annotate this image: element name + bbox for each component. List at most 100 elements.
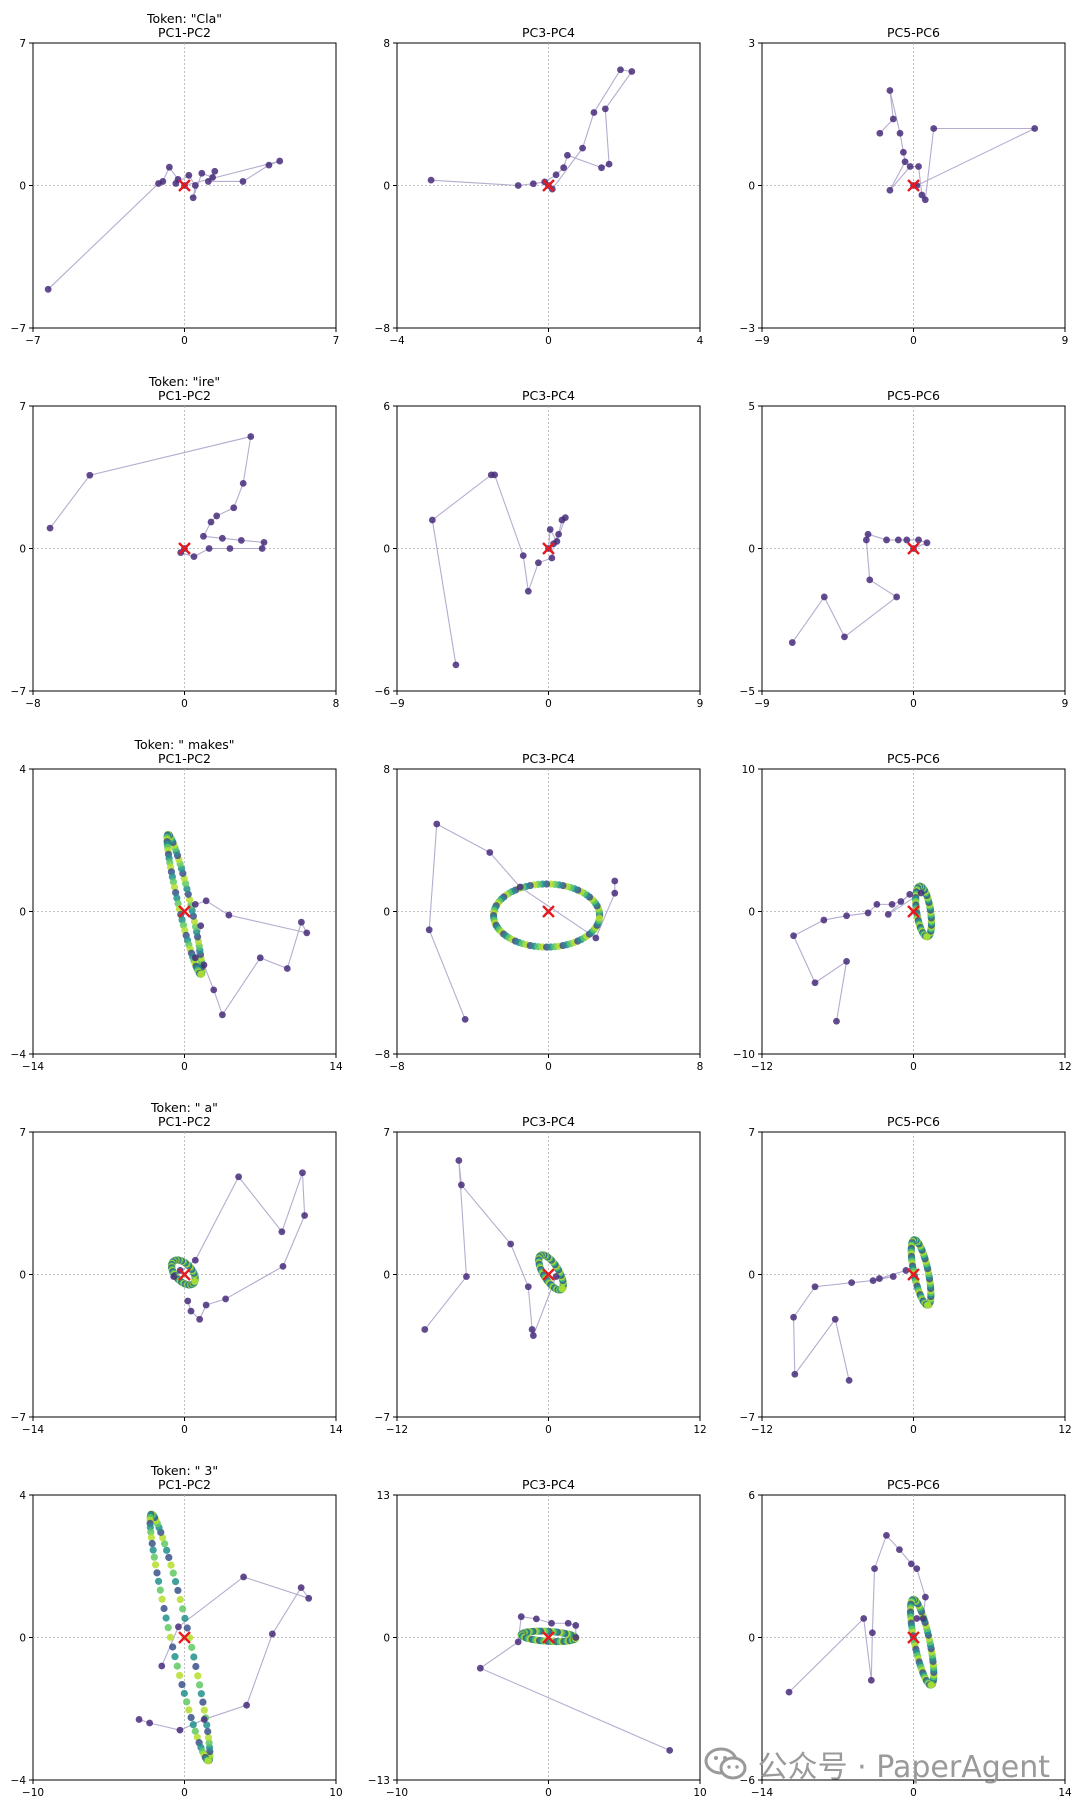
data-point: [888, 900, 896, 908]
data-point: [218, 534, 226, 542]
subplot-title: PC3-PC4: [522, 388, 575, 403]
data-point: [869, 1277, 877, 1285]
y-tick-label: 0: [383, 544, 390, 556]
subplot-title: PC5-PC6: [887, 751, 940, 766]
x-tick-label: 10: [693, 1787, 706, 1799]
loop-point: [171, 1578, 180, 1586]
data-point: [461, 1015, 469, 1023]
data-point: [901, 158, 909, 166]
data-point: [452, 661, 460, 669]
center-marker-stroke: [907, 542, 920, 555]
data-point: [833, 1017, 840, 1025]
data-point: [425, 926, 433, 934]
x-tick-label: 9: [1062, 335, 1069, 347]
data-point: [226, 545, 234, 552]
loop-point: [188, 1643, 196, 1651]
data-point: [283, 965, 291, 972]
data-point: [184, 1297, 192, 1305]
data-point: [187, 1307, 195, 1315]
data-point: [433, 820, 441, 828]
data-point: [524, 1283, 532, 1291]
data-point: [175, 1623, 182, 1631]
data-point: [913, 1615, 921, 1622]
center-marker-stroke: [178, 1268, 191, 1281]
loop-point: [174, 1586, 182, 1595]
data-point: [790, 932, 797, 940]
center-marker: [907, 1268, 920, 1281]
y-tick-label: −8: [375, 1049, 390, 1061]
data-point: [866, 576, 874, 584]
data-point: [790, 1313, 797, 1321]
x-tick-label: 0: [545, 698, 552, 710]
data-point: [211, 167, 219, 175]
data-point: [843, 957, 850, 965]
data-point: [628, 68, 636, 75]
loop-point: [179, 1605, 187, 1613]
data-point: [185, 171, 193, 179]
y-tick-label: 3: [748, 38, 755, 50]
y-tick-label: 0: [383, 907, 390, 919]
x-tick-label: −8: [389, 1061, 404, 1073]
data-point: [165, 163, 173, 171]
x-tick-label: 0: [910, 1061, 917, 1073]
data-point: [555, 530, 562, 538]
data-point: [848, 1279, 856, 1287]
data-point: [532, 1615, 540, 1623]
x-tick-label: 0: [181, 698, 188, 710]
watermark: 公众号 · PaperAgent: [704, 1744, 1050, 1785]
trajectory-line: [793, 1269, 907, 1381]
data-point: [884, 910, 892, 918]
data-point: [535, 559, 542, 567]
center-marker-stroke: [178, 542, 191, 555]
x-tick-label: −10: [22, 1787, 44, 1799]
data-point: [843, 912, 850, 920]
loop-point: [164, 1624, 172, 1632]
loop-point: [156, 1586, 164, 1594]
data-point: [876, 1275, 883, 1282]
data-point: [200, 532, 207, 540]
loop-point: [169, 1643, 177, 1651]
data-point: [907, 1560, 915, 1568]
y-tick-label: 0: [19, 907, 26, 919]
loop-point: [169, 1569, 177, 1577]
data-point: [197, 922, 205, 930]
loop-point: [158, 1595, 166, 1603]
subplot-title: PC3-PC4: [522, 1114, 575, 1129]
y-tick-label: −4: [11, 1775, 27, 1787]
x-tick-label: 10: [329, 1787, 342, 1799]
loop-point: [184, 890, 192, 898]
data-point: [516, 883, 524, 891]
loop-point: [194, 1672, 202, 1680]
data-point: [876, 129, 884, 137]
data-point: [1031, 125, 1039, 132]
data-point: [811, 979, 819, 987]
data-point: [476, 1664, 484, 1672]
y-tick-label: 5: [748, 401, 755, 413]
data-point: [864, 530, 872, 538]
x-tick-label: 0: [181, 1787, 188, 1799]
data-point: [921, 196, 929, 204]
loop-point: [189, 1721, 197, 1729]
x-tick-label: 0: [545, 1061, 552, 1073]
y-tick-label: 10: [742, 764, 755, 776]
center-marker-stroke: [178, 1631, 191, 1644]
loop-point: [181, 1614, 189, 1622]
subplot-4: Token: "ire"PC1-PC2 −8 0 8 −7 0 7: [11, 374, 340, 710]
loop-point: [192, 1662, 200, 1671]
data-point: [867, 1676, 875, 1684]
data-point: [564, 151, 571, 159]
loop-point: [199, 1698, 207, 1706]
center-marker: [178, 1268, 191, 1281]
data-point: [210, 986, 218, 994]
loop-point: [183, 1624, 191, 1632]
data-point: [666, 1747, 674, 1754]
y-tick-label: −7: [375, 1412, 390, 1424]
y-tick-label: 7: [748, 1127, 755, 1139]
x-tick-label: 12: [1058, 1424, 1071, 1436]
data-point: [202, 897, 210, 905]
loop-point: [204, 1733, 213, 1742]
subplot-9: PC5-PC6 −12 0 12 −10 0 10: [733, 751, 1072, 1073]
center-marker-stroke: [178, 905, 191, 918]
data-point: [209, 173, 217, 181]
